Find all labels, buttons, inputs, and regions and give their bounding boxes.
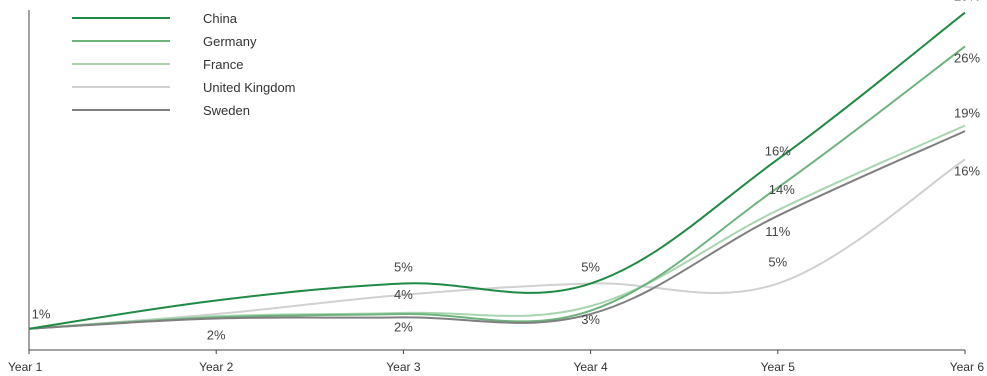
x-tick-label: Year 5 <box>761 360 796 374</box>
x-tick-label: Year 4 <box>573 360 608 374</box>
series-line-united-kingdom <box>28 158 966 330</box>
data-label-china-year-3: 5% <box>394 260 413 275</box>
legend: China Germany France United Kingdom Sweden <box>72 11 296 118</box>
data-label-china-year-4: 5% <box>581 260 600 275</box>
x-tick-label: Year 1 <box>8 360 43 374</box>
data-label-united-kingdom-year-3: 4% <box>394 287 413 302</box>
data-label-united-kingdom-year-6: 16% <box>954 163 980 178</box>
data-label-china-year-5: 16% <box>765 143 791 158</box>
series-line-germany <box>28 45 966 330</box>
series-line-sweden <box>28 130 966 330</box>
x-tick-label: Year 6 <box>950 360 985 374</box>
series-line-china <box>28 11 966 330</box>
legend-label-france: France <box>203 57 243 72</box>
data-label-china-year-6: 29% <box>954 0 980 4</box>
legend-label-united-kingdom: United Kingdom <box>203 80 296 95</box>
series-lines <box>28 11 966 330</box>
data-label-sweden-year-5: 11% <box>765 224 790 239</box>
data-label-france-year-4: 3% <box>581 312 600 327</box>
chart-axes <box>28 10 965 351</box>
data-labels: 1% 2% 5% 4% 2% 5% 3% 16% 14% 11% 5% 29% 26% 19% 16% <box>32 0 981 342</box>
x-tick-label: Year 3 <box>386 360 421 374</box>
data-label-germany-year-2: 2% <box>207 327 226 342</box>
legend-label-china: China <box>203 11 238 26</box>
data-label-france-year-6: 19% <box>954 105 980 120</box>
data-label-sweden-year-3: 2% <box>394 319 413 334</box>
series-line-france <box>28 124 966 330</box>
data-label-china-year-1: 1% <box>32 307 51 322</box>
legend-label-sweden: Sweden <box>203 103 250 118</box>
data-label-germany-year-6: 26% <box>954 50 980 65</box>
data-label-germany-year-5: 14% <box>769 182 795 197</box>
x-axis-ticks: Year 1 Year 2 Year 3 Year 4 Year 5 Year 6 <box>8 350 984 374</box>
legend-label-germany: Germany <box>203 34 257 49</box>
data-label-united-kingdom-year-5: 5% <box>768 255 787 270</box>
x-tick-label: Year 2 <box>199 360 234 374</box>
